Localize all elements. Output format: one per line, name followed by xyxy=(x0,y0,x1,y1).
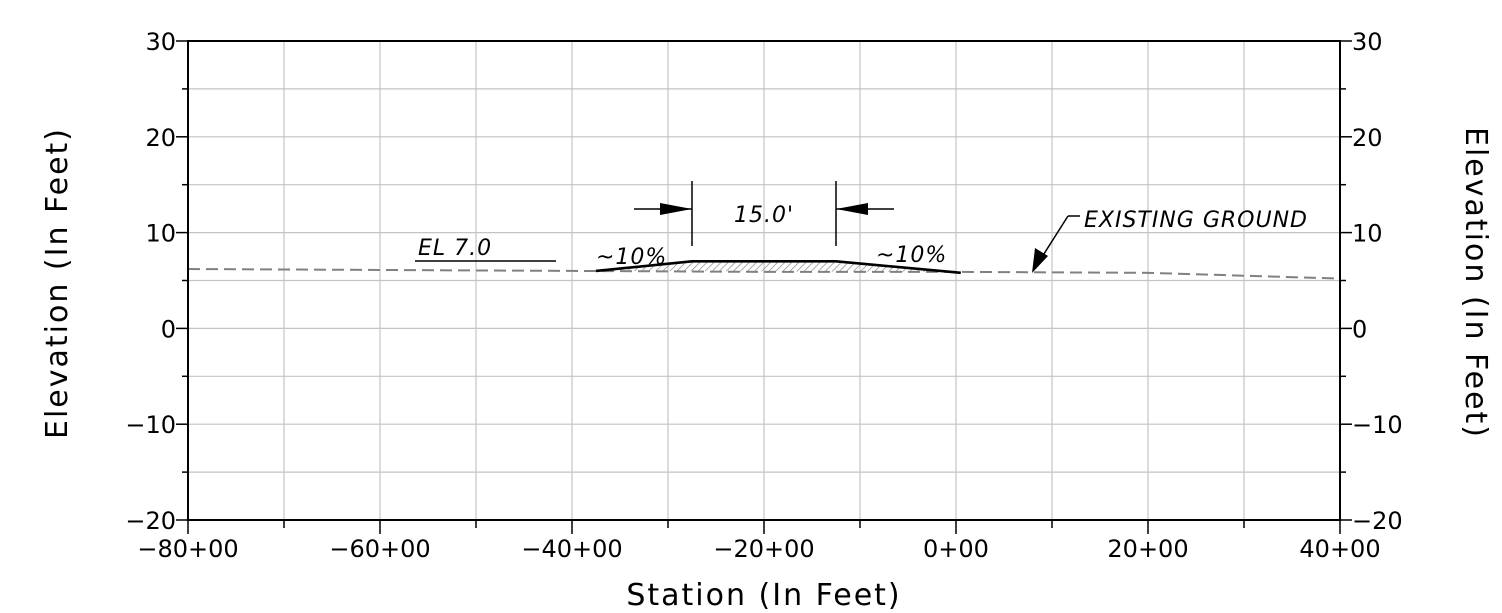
y-tick-label-left: 10 xyxy=(145,220,176,248)
existing-ground-line xyxy=(187,268,1341,280)
x-tick-label: 0+00 xyxy=(923,535,989,563)
y-tick-label-right: 10 xyxy=(1352,220,1383,248)
slope-right-label: ~10% xyxy=(876,243,947,268)
existing-ground-leader xyxy=(1041,215,1069,258)
y-tick-label-left: 30 xyxy=(145,28,176,56)
x-tick-label: −60+00 xyxy=(329,535,430,563)
annotations: EL 7.0 ~10% ~10% 15.0' EXISTING GROUND xyxy=(415,181,1308,273)
y-tick-label-left: −20 xyxy=(125,507,176,535)
grid-lines xyxy=(188,41,1340,520)
x-tick-label: −40+00 xyxy=(521,535,622,563)
x-tick-label: −20+00 xyxy=(713,535,814,563)
y-axis-title-left: Elevation (In Feet) xyxy=(40,127,75,439)
y-tick-label-right: −20 xyxy=(1352,507,1403,535)
tick-labels: −80+00 −60+00 −40+00 −20+00 0+00 20+00 40+00−2… xyxy=(125,28,1402,563)
y-tick-label-right: 20 xyxy=(1352,124,1383,152)
axis-ticks xyxy=(176,40,1352,534)
y-tick-label-left: 0 xyxy=(161,315,176,343)
existing-ground-arrow xyxy=(1032,248,1048,273)
slope-left-label: ~10% xyxy=(596,245,667,270)
x-axis-title: Station (In Feet) xyxy=(626,578,901,613)
embankment-hatch xyxy=(596,261,961,273)
y-tick-label-right: 30 xyxy=(1352,28,1383,56)
plot-frame xyxy=(187,40,1341,521)
y-tick-label-right: 0 xyxy=(1352,315,1367,343)
dimension-arrow-right xyxy=(836,203,868,215)
dimension-label: 15.0' xyxy=(734,203,794,228)
y-tick-label-right: −10 xyxy=(1352,411,1403,439)
y-tick-label-left: −10 xyxy=(125,411,176,439)
x-tick-label: 40+00 xyxy=(1299,535,1380,563)
y-axis-title-right: Elevation (In Feet) xyxy=(1458,127,1493,439)
dimension-arrow-left xyxy=(660,203,692,215)
el-label: EL 7.0 xyxy=(418,236,492,261)
existing-ground-label: EXISTING GROUND xyxy=(1084,208,1308,233)
series-group xyxy=(187,260,1341,280)
proposed-profile-line xyxy=(595,260,961,275)
embankment-fill xyxy=(596,261,961,273)
x-tick-label: 20+00 xyxy=(1107,535,1188,563)
y-tick-label-left: 20 xyxy=(145,124,176,152)
x-tick-label: −80+00 xyxy=(137,535,238,563)
